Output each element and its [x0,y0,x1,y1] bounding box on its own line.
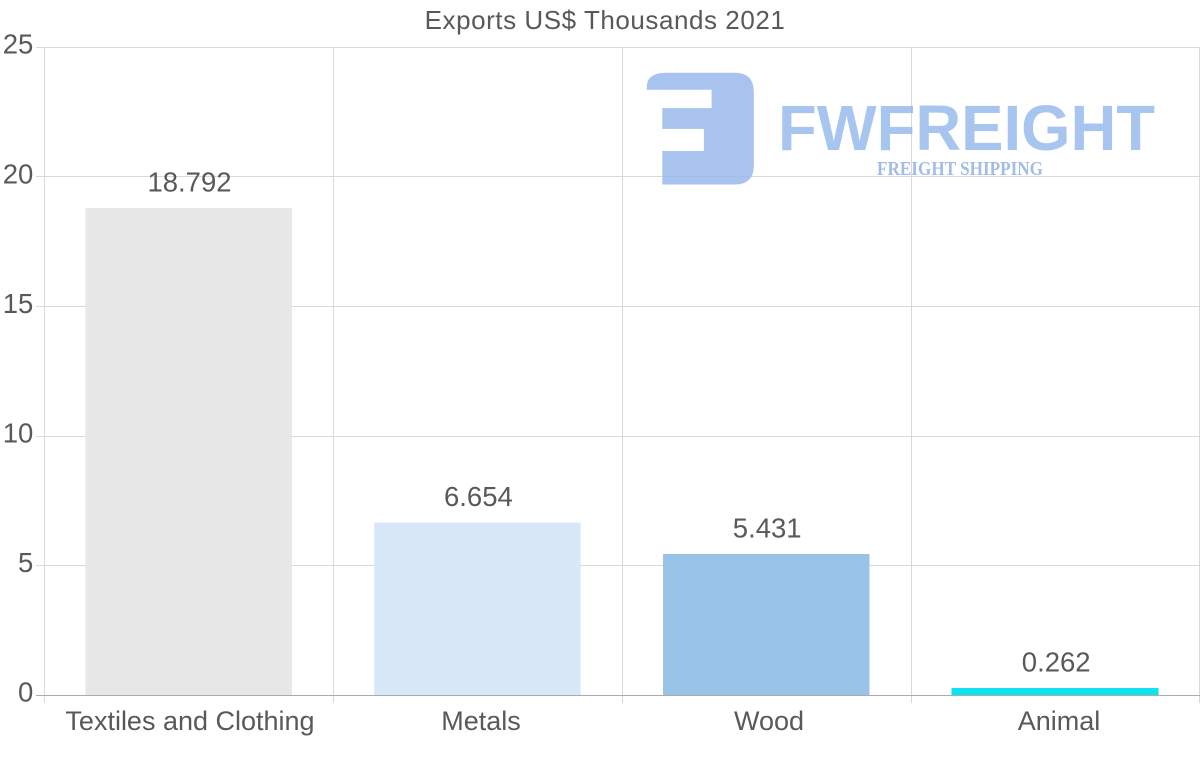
svg-text:FWFREIGHT: FWFREIGHT [778,92,1155,164]
svg-text:0: 0 [18,677,33,708]
svg-text:18.792: 18.792 [147,167,231,198]
svg-text:6.654: 6.654 [444,481,513,512]
svg-text:Wood: Wood [734,706,804,736]
svg-text:FREIGHT SHIPPING: FREIGHT SHIPPING [877,158,1043,180]
svg-text:Textiles and Clothing: Textiles and Clothing [65,706,314,736]
svg-text:15: 15 [3,288,34,319]
svg-text:Animal: Animal [1018,706,1101,736]
svg-text:Exports US$ Thousands 2021: Exports US$ Thousands 2021 [425,5,786,35]
svg-text:20: 20 [3,158,34,189]
svg-text:25: 25 [3,29,34,60]
svg-text:Metals: Metals [441,706,521,736]
svg-text:5: 5 [18,547,33,578]
svg-text:5.431: 5.431 [733,513,802,544]
svg-text:10: 10 [3,418,34,449]
svg-text:0.262: 0.262 [1022,647,1091,678]
